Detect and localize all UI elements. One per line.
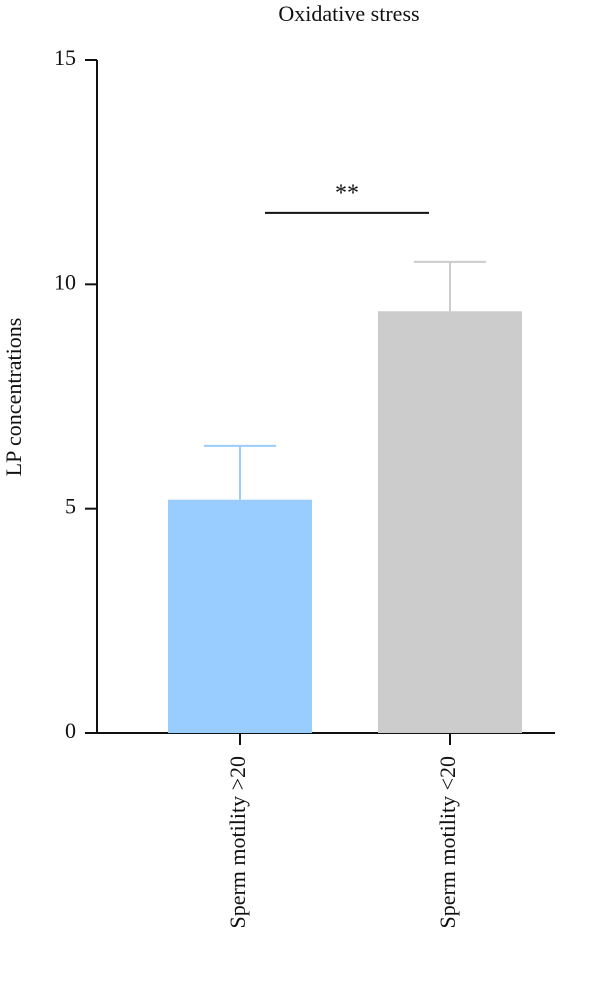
bar <box>378 311 522 733</box>
x-tick-label: Sperm motility <20 <box>435 756 460 929</box>
x-tick-label: Sperm motility >20 <box>225 756 250 929</box>
y-axis-label: LP concentrations <box>1 318 26 477</box>
chart-title: Oxidative stress <box>278 1 419 26</box>
y-tick-label: 10 <box>54 269 76 294</box>
bar <box>168 499 312 733</box>
y-tick-label: 0 <box>65 718 76 743</box>
y-tick-label: 5 <box>65 494 76 519</box>
significance-label: ** <box>335 180 359 206</box>
y-tick-label: 15 <box>54 45 76 70</box>
